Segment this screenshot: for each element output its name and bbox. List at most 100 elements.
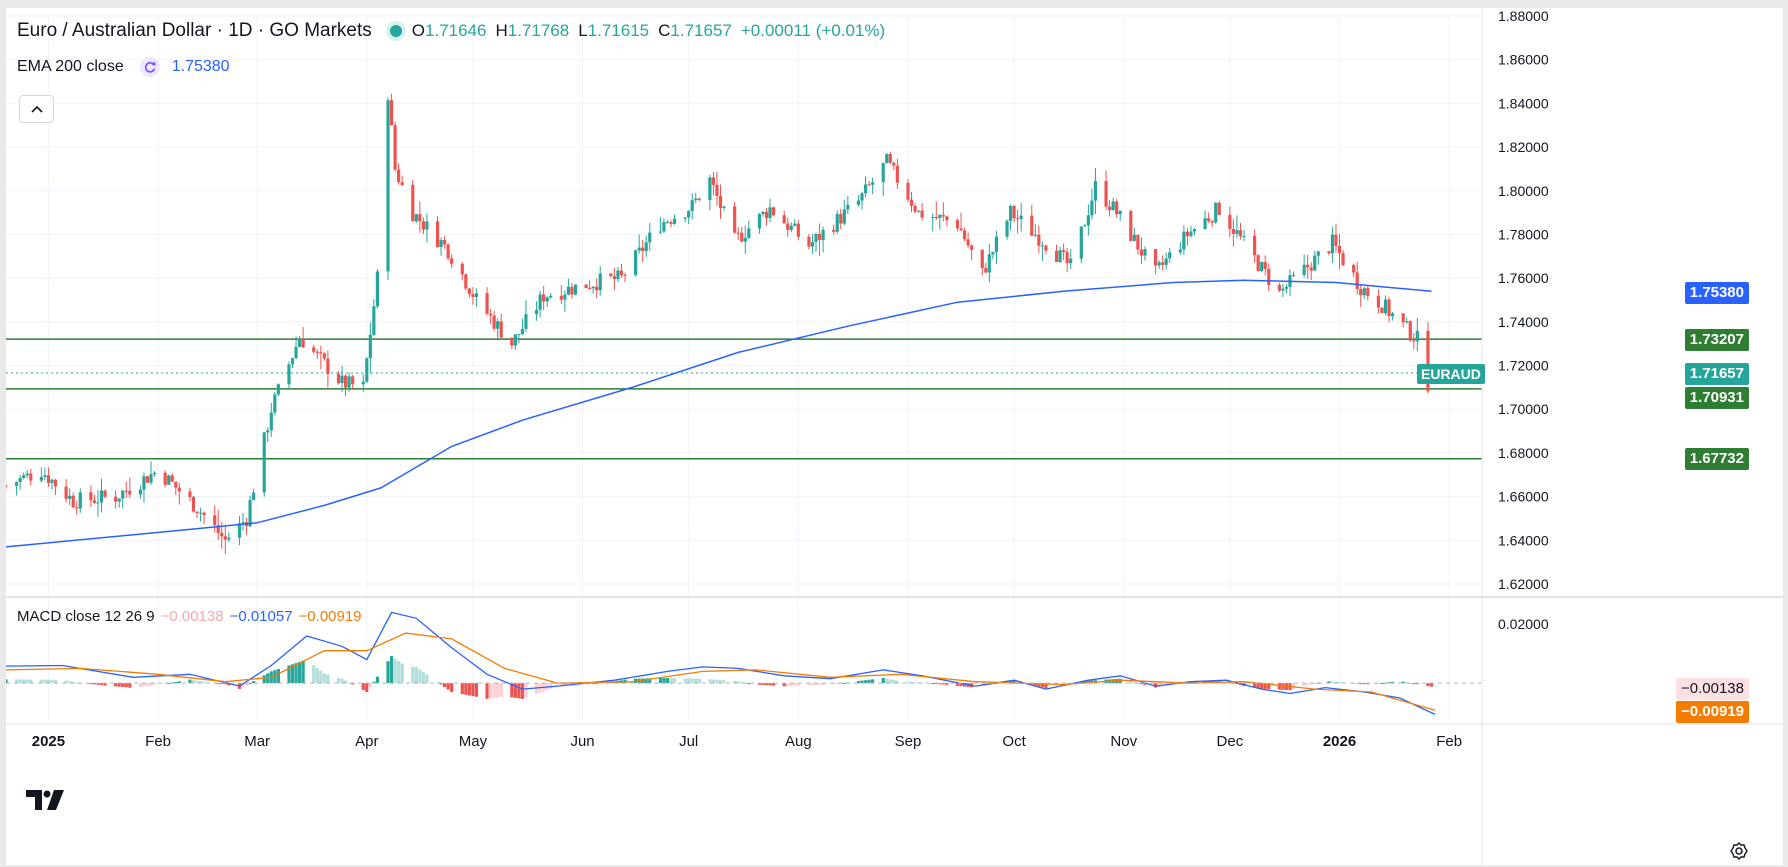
time-axis-label: Jun xyxy=(570,733,594,750)
candle-body xyxy=(584,284,588,288)
price-axis-label: 1.74000 xyxy=(1498,314,1549,330)
macd-histogram-bar xyxy=(216,683,220,685)
macd-histogram-bar xyxy=(170,682,174,684)
macd-histogram-bar xyxy=(733,680,737,684)
macd-histogram-bar xyxy=(524,683,528,698)
macd-histogram-bar xyxy=(439,683,443,685)
candle-body xyxy=(856,200,861,205)
price-axis-label: 1.70000 xyxy=(1498,401,1549,417)
chart-canvas[interactable]: 1.88000 1.86000 1.84000 1.82000 1.80000 1.780… xyxy=(6,8,1783,865)
macd-histogram-bar xyxy=(1376,683,1381,685)
candle-body xyxy=(1143,249,1147,256)
candle-body xyxy=(128,490,132,495)
candle-body xyxy=(938,214,942,218)
macd-histogram-bar xyxy=(1079,681,1083,684)
candle-body xyxy=(312,347,316,352)
price-axis-label: 1.72000 xyxy=(1498,358,1549,374)
candle-body xyxy=(687,211,691,218)
candle-body xyxy=(1330,234,1335,254)
candle-body xyxy=(761,211,765,215)
level-tag-1: 1.73207 xyxy=(1684,329,1749,351)
candle-body xyxy=(1277,284,1281,291)
macd-histogram-bar xyxy=(687,678,691,684)
candle-body xyxy=(389,100,394,126)
collapse-legend-button[interactable] xyxy=(19,95,54,123)
macd-histogram-bar xyxy=(764,683,769,686)
candle-body xyxy=(1426,330,1430,392)
candle-body xyxy=(931,217,935,219)
candle-body xyxy=(78,492,82,509)
macd-histogram-bar xyxy=(1253,683,1257,688)
candle-body xyxy=(1108,206,1112,211)
candle-body xyxy=(1260,261,1264,272)
tradingview-logo[interactable] xyxy=(26,790,64,815)
symbol-legend[interactable]: Euro / Australian Dollar · 1D · GO Marke… xyxy=(17,20,891,42)
ema-label[interactable]: EMA 200 close xyxy=(17,58,124,75)
macd-histogram-bar xyxy=(747,683,751,685)
candle-body xyxy=(672,218,677,224)
macd-histogram-bar xyxy=(244,683,249,686)
macd-histogram-bar xyxy=(1291,683,1296,690)
close-value: 1.71657 xyxy=(670,21,732,40)
candle-body xyxy=(683,217,687,219)
macd-histogram-bar xyxy=(1429,683,1434,687)
candle-body xyxy=(1341,253,1345,266)
candle-body xyxy=(1086,215,1090,226)
chart-frame: 1.88000 1.86000 1.84000 1.82000 1.80000 1.780… xyxy=(6,8,1783,865)
candle-body xyxy=(361,381,365,385)
macd-histogram-bar xyxy=(1277,683,1281,690)
macd-histogram-bar xyxy=(740,681,744,684)
candle-body xyxy=(174,481,178,488)
macd-histogram-bar xyxy=(517,683,521,699)
macd-histogram-bar xyxy=(294,663,298,684)
macd-legend[interactable]: MACD close 12 26 9 −0.00138 −0.01057 −0.… xyxy=(17,608,368,625)
macd-histogram-bar xyxy=(46,679,51,684)
gear-icon[interactable] xyxy=(1730,842,1748,865)
candle-body xyxy=(563,294,567,300)
macd-histogram-bar xyxy=(397,660,401,684)
macd-histogram-bar xyxy=(273,670,277,684)
candle-body xyxy=(1058,250,1062,263)
candle-body xyxy=(789,225,793,230)
macd-histogram-bar xyxy=(793,683,797,686)
high-value: 1.71768 xyxy=(507,21,570,40)
macd-histogram-bar xyxy=(489,683,493,699)
macd-histogram-bar xyxy=(1086,680,1090,684)
candle-body xyxy=(1408,321,1412,341)
time-axis-label: Dec xyxy=(1217,733,1244,750)
candle-body xyxy=(294,346,298,359)
macd-histogram-bar xyxy=(711,679,716,684)
symbol-title[interactable]: Euro / Australian Dollar · 1D · GO Marke… xyxy=(17,20,372,41)
level-tag-3: 1.67732 xyxy=(1684,448,1749,470)
macd-histogram-bar xyxy=(425,674,429,684)
macd-histogram-bar xyxy=(39,679,43,684)
candle-body xyxy=(1210,220,1214,223)
macd-histogram-bar xyxy=(1334,681,1338,684)
candle-body xyxy=(248,500,252,527)
candle-body xyxy=(1313,255,1317,271)
macd-label[interactable]: MACD close 12 26 9 xyxy=(17,608,155,625)
macd-histogram-bar xyxy=(485,683,489,699)
macd-histogram-bar xyxy=(513,683,517,698)
candle-body xyxy=(619,270,624,276)
candle-body xyxy=(1302,264,1306,275)
candle-body xyxy=(15,482,19,486)
time-axis-label: 2026 xyxy=(1323,733,1356,750)
macd-histogram-bar xyxy=(248,683,252,685)
macd-histogram-bar xyxy=(683,678,687,684)
macd-histogram-bar xyxy=(909,681,914,684)
macd-histogram-bar xyxy=(326,674,330,684)
candle-body xyxy=(435,221,440,248)
candle-body xyxy=(860,193,864,201)
reload-icon[interactable] xyxy=(139,57,160,77)
macd-histogram-bar xyxy=(1267,683,1271,690)
macd-histogram-bar xyxy=(1235,683,1239,685)
ema-legend[interactable]: EMA 200 close 1.75380 xyxy=(17,57,236,77)
price-axis-label: 1.78000 xyxy=(1498,226,1549,242)
macd-histogram-bar xyxy=(736,681,740,684)
macd-histogram-bar xyxy=(414,667,418,684)
macd-histogram-bar xyxy=(662,678,666,684)
candle-body xyxy=(121,490,125,499)
candle-body xyxy=(768,207,772,219)
candle-body xyxy=(1161,262,1165,265)
